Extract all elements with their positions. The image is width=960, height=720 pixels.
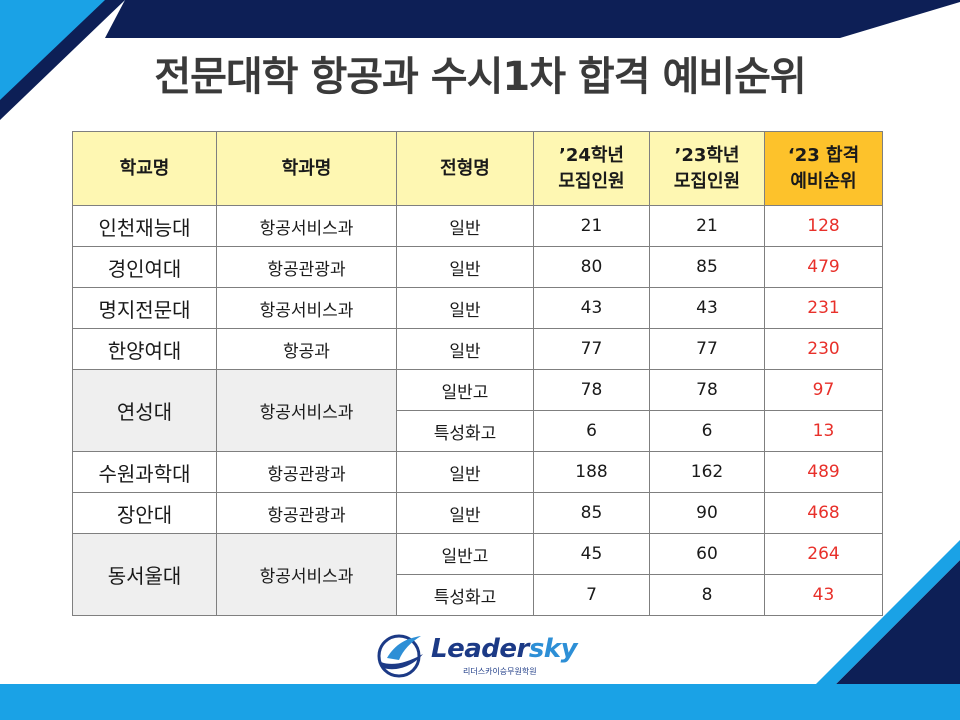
admission-table: 학교명 학과명 전형명 ’24학년 모집인원 ’23학년 모집인원 ‘23 합격… [72,131,883,616]
table-header: 학교명 학과명 전형명 ’24학년 모집인원 ’23학년 모집인원 ‘23 합격… [72,131,883,206]
cell-rank: 231 [764,287,883,329]
header-row: 학교명 학과명 전형명 ’24학년 모집인원 ’23학년 모집인원 ‘23 합격… [72,131,883,206]
header-dept: 학과명 [216,131,397,206]
top-left-navy-stripe [0,0,125,120]
header-2024-quota: ’24학년 모집인원 [533,131,650,206]
cell-dept: 항공관광과 [216,492,397,534]
cell-type: 일반고 [396,533,534,575]
table-row: 특성화고 6 6 13 [73,410,883,452]
cell-school: 수원과학대 [72,451,217,493]
cell-2023-quota: 60 [649,533,765,575]
cell-rank: 13 [764,410,883,452]
header-waitlist-rank: ‘23 합격 예비순위 [764,131,883,206]
cell-2023-quota: 43 [649,287,765,329]
cell-type: 일반 [396,451,534,493]
cell-dept: 항공관광과 [216,451,397,493]
table-row: 수원과학대 항공관광과 일반 188 162 489 [72,451,883,493]
table-row: 동서울대 항공서비스과 일반고 45 60 264 [72,533,883,616]
table-row: 한양여대 항공과 일반 77 77 230 [72,328,883,370]
cell-school: 동서울대 [72,533,217,616]
cell-type: 일반 [396,492,534,534]
cell-2023-quota: 78 [649,369,765,411]
cell-school: 연성대 [72,369,217,452]
header-2024-line1: ’24학년 [558,144,624,166]
cell-type: 특성화고 [396,574,534,616]
cell-type: 일반 [396,246,534,288]
bottom-blue-band [0,684,960,720]
cell-2024-quota: 188 [533,451,650,493]
logo-subtitle: 리더스카이승무원학원 [463,667,537,676]
bottom-right-blue-stripe [780,540,960,720]
logo-wordmark-sky: sky [528,634,578,664]
cell-type: 일반 [396,287,534,329]
cell-2024-quota: 78 [533,369,650,411]
cell-2024-quota: 77 [533,328,650,370]
cell-2024-quota: 43 [533,287,650,329]
cell-school: 장안대 [72,492,217,534]
table-row: 특성화고 7 8 43 [73,574,883,616]
cell-2023-quota: 77 [649,328,765,370]
page-title: 전문대학 항공과 수시1차 합격 예비순위 [154,54,806,100]
cell-rank: 468 [764,492,883,534]
cell-2023-quota: 90 [649,492,765,534]
cell-2023-quota: 6 [649,410,765,452]
cell-rank: 230 [764,328,883,370]
cell-2024-quota: 6 [533,410,650,452]
logo-wordmark: Leadersky [431,634,578,664]
cell-2024-quota: 45 [533,533,650,575]
cell-school: 경인여대 [72,246,217,288]
header-school: 학교명 [72,131,217,206]
cell-rank: 43 [764,574,883,616]
cell-rank: 479 [764,246,883,288]
cell-type: 특성화고 [396,410,534,452]
table-row: 인천재능대 항공서비스과 일반 21 21 128 [72,205,883,247]
top-navy-band [105,0,960,38]
table-body: 인천재능대 항공서비스과 일반 21 21 128 경인여대 항공관광과 일반 … [72,205,883,616]
cell-dept: 항공서비스과 [216,205,397,247]
cell-2024-quota: 85 [533,492,650,534]
table-row: 장안대 항공관광과 일반 85 90 468 [72,492,883,534]
cell-dept: 항공서비스과 [216,287,397,329]
header-type: 전형명 [396,131,534,206]
cell-type: 일반 [396,205,534,247]
cell-rank: 97 [764,369,883,411]
cell-2023-quota: 85 [649,246,765,288]
cell-2024-quota: 7 [533,574,650,616]
cell-rank: 489 [764,451,883,493]
table-row: 연성대 항공서비스과 일반고 78 78 97 [72,369,883,452]
cell-2023-quota: 162 [649,451,765,493]
wing-emblem-icon [377,634,423,678]
table-row: 경인여대 항공관광과 일반 80 85 479 [72,246,883,288]
logo-wordmark-leader: Leader [431,634,529,664]
cell-type: 일반고 [396,369,534,411]
cell-2024-quota: 80 [533,246,650,288]
cell-2023-quota: 8 [649,574,765,616]
cell-school: 한양여대 [72,328,217,370]
header-2023-line1: ’23학년 [674,144,740,166]
header-2023-quota: ’23학년 모집인원 [649,131,765,206]
cell-rank: 128 [764,205,883,247]
leadersky-logo: Leadersky 리더스카이승무원학원 [373,632,588,678]
cell-2024-quota: 21 [533,205,650,247]
header-2023-line2: 모집인원 [673,170,741,192]
header-rank-line1: ‘23 합격 [787,144,860,166]
cell-school: 인천재능대 [72,205,217,247]
cell-type: 일반 [396,328,534,370]
header-2024-line2: 모집인원 [558,170,625,192]
table-row: 명지전문대 항공서비스과 일반 43 43 231 [72,287,883,329]
cell-rank: 264 [764,533,883,575]
cell-school: 명지전문대 [72,287,217,329]
cell-dept: 항공서비스과 [216,369,397,452]
header-rank-line2: 예비순위 [790,170,857,192]
cell-dept: 항공과 [216,328,397,370]
cell-dept: 항공서비스과 [216,533,397,616]
cell-dept: 항공관광과 [216,246,397,288]
cell-2023-quota: 21 [649,205,765,247]
